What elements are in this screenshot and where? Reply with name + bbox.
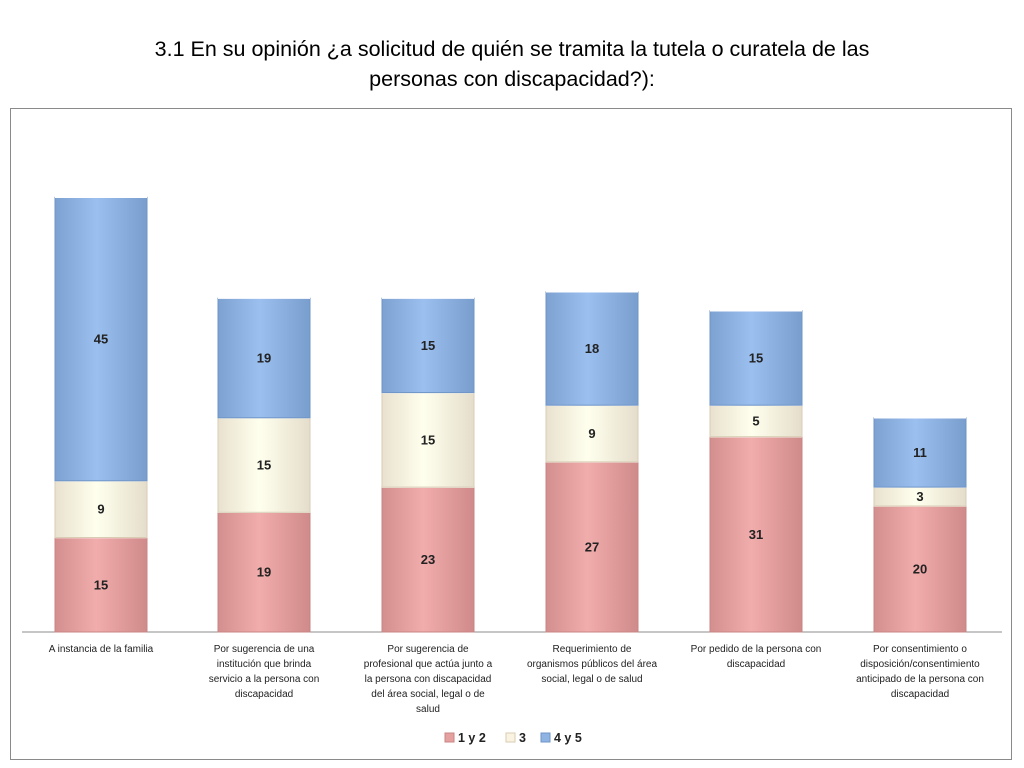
bar-segment: [217, 297, 311, 419]
bar-segment: [381, 392, 475, 488]
bar-segment: [873, 505, 967, 633]
legend-label: 4 y 5: [554, 731, 582, 745]
data-label: 15: [257, 458, 271, 473]
bar-segment: [545, 461, 639, 633]
bar-segment: [54, 480, 148, 538]
legend-swatch: [444, 732, 455, 743]
data-label: 45: [94, 332, 108, 347]
data-label: 9: [97, 502, 104, 517]
data-label: 18: [585, 341, 599, 356]
category-label: Requerimiento de organismos públicos del …: [527, 644, 658, 685]
category-label: Por consentimiento o disposición/consenti…: [856, 644, 984, 700]
bar-segment: [381, 486, 475, 633]
data-label: 9: [588, 426, 595, 441]
chart-frame: [10, 108, 1012, 760]
legend-swatch: [540, 732, 551, 743]
bar-segment: [54, 196, 148, 482]
title-line-1: 3.1 En su opinión ¿a solicitud de quién …: [154, 37, 870, 61]
bar-segment: [709, 436, 803, 633]
category-label: Por pedido de la persona con discapacidad: [691, 644, 822, 670]
legend-label: 3: [519, 731, 526, 745]
data-label: 27: [585, 539, 599, 554]
data-label: 15: [421, 432, 435, 447]
bar-segment: [545, 404, 639, 463]
bar-segment: [381, 297, 475, 394]
page-title: 3.1 En su opinión ¿a solicitud de quién …: [40, 34, 984, 94]
data-label: 3: [916, 489, 923, 504]
data-label: 19: [257, 565, 271, 580]
bar-segment: [709, 404, 803, 438]
category-label: Por sugerencia de profesional que actúa j…: [364, 644, 493, 715]
data-label: 20: [913, 562, 927, 577]
data-label: 31: [749, 527, 763, 542]
data-label: 5: [752, 413, 759, 428]
category-label: A instancia de la familia: [49, 644, 154, 655]
title-line-2: personas con discapacidad?):: [369, 67, 655, 91]
bar-segment: [217, 511, 311, 633]
data-label: 15: [421, 338, 435, 353]
data-label: 19: [257, 350, 271, 365]
data-label: 11: [913, 445, 927, 460]
data-label: 15: [94, 577, 108, 592]
legend-label: 1 y 2: [458, 731, 486, 745]
data-label: 23: [421, 552, 435, 567]
legend-swatch: [505, 732, 516, 743]
bar-segment: [54, 537, 148, 633]
bar-segment: [545, 291, 639, 406]
category-label: Por sugerencia de una institución que bri…: [209, 644, 320, 700]
data-label: 15: [749, 350, 763, 365]
bar-segment: [709, 310, 803, 406]
